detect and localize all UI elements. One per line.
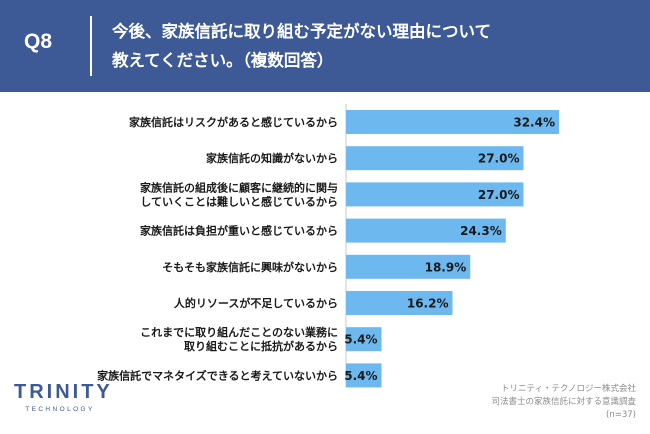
category-label: 家族信託はリスクがあると感じているから: [129, 115, 338, 129]
data-label: 32.4%: [513, 116, 555, 130]
data-label: 27.0%: [478, 188, 520, 202]
data-label: 24.3%: [460, 224, 502, 238]
category-label: そもそも家族信託に興味がないから: [162, 260, 338, 274]
header-divider: [90, 16, 92, 76]
logo-sub-text: TECHNOLOGY: [25, 406, 95, 413]
bar: [346, 110, 559, 134]
question-number: Q8: [24, 30, 53, 53]
category-label: 家族信託の組成後に顧客に継続的に関与: [140, 180, 338, 194]
question-header: Q8 今後、家族信託に取り組む予定がない理由について 教えてください。（複数回答…: [0, 0, 650, 92]
bar: [346, 182, 524, 207]
category-label: 家族信託の知識がないから: [206, 151, 338, 165]
category-label: 家族信託でマネタイズできると考えていないから: [97, 368, 338, 382]
source-note: トリニティ・テクノロジー株式会社 司法書士の家族信託に対する意識調査 (n=37…: [416, 383, 636, 422]
question-text: 今後、家族信託に取り組む予定がない理由について 教えてください。（複数回答）: [112, 17, 632, 75]
question-line-2: 教えてください。（複数回答）: [112, 51, 334, 70]
category-label: これまでに取り組んだことのない業務に: [140, 325, 338, 339]
bar: [346, 146, 524, 171]
bar: [346, 363, 382, 388]
category-label: 家族信託は負担が重いと感じているから: [140, 224, 338, 238]
data-label: 5.4%: [344, 333, 377, 347]
bar: [346, 254, 471, 279]
chart-marks: 32.4% 家族信託はリスクがあると感じているから 27.0% 家族信託の知識がないか…: [97, 110, 559, 388]
data-label: 16.2%: [407, 297, 449, 311]
logo-main-text: TRINITY: [14, 381, 113, 403]
category-label: 取り組むことに抵抗があるから: [184, 339, 338, 353]
data-label: 18.9%: [425, 260, 467, 274]
source-line-1: トリニティ・テクノロジー株式会社: [501, 384, 636, 394]
data-label: 27.0%: [478, 152, 520, 166]
bar: [346, 218, 506, 243]
question-line-1: 今後、家族信託に取り組む予定がない理由について: [112, 22, 492, 41]
bar: [346, 291, 453, 315]
bar: [346, 327, 382, 352]
category-label: していくことは難しいと感じているから: [140, 194, 338, 208]
data-label: 5.4%: [344, 369, 377, 383]
source-line-2: 司法書士の家族信託に対する意識調査: [491, 397, 636, 407]
trinity-logo: TRINITY TECHNOLOGY: [14, 381, 113, 413]
source-line-3: (n=37): [606, 410, 636, 420]
category-label: 人的リソースが不足しているから: [174, 296, 338, 310]
